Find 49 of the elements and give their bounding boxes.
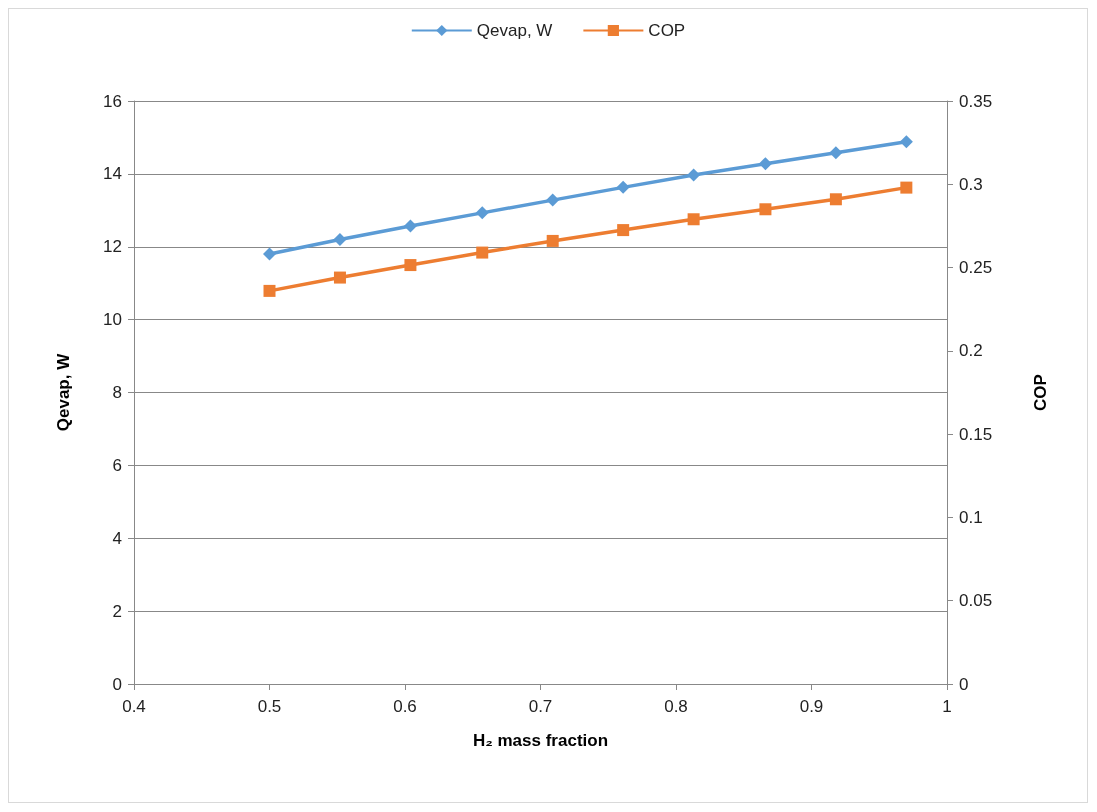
y2-tick-label: 0 xyxy=(959,674,969,694)
y-tick-label: 12 xyxy=(103,237,122,257)
y2-tick-label: 0.15 xyxy=(959,424,993,444)
point xyxy=(900,181,913,194)
y-tick-label: 16 xyxy=(103,91,122,111)
x-tick-label: 0.7 xyxy=(528,697,553,716)
y-tick-label: 10 xyxy=(103,310,122,330)
point xyxy=(617,224,630,237)
y-tick-label: 14 xyxy=(103,164,122,184)
y2-tick-label: 0.35 xyxy=(959,91,993,111)
y2-axis-title: COP xyxy=(1031,374,1050,411)
legend-label: Qevap, W xyxy=(476,21,553,40)
y-tick-label: 0 xyxy=(112,674,122,694)
legend-label: COP xyxy=(648,21,686,40)
point xyxy=(899,135,913,149)
y2-tick-label: 0.1 xyxy=(959,507,983,527)
x-tick-label: 0.8 xyxy=(664,697,688,716)
point xyxy=(687,168,701,182)
point xyxy=(403,219,417,233)
point xyxy=(263,247,276,261)
point xyxy=(333,232,347,246)
x-tick-label: 0.9 xyxy=(799,697,824,716)
point xyxy=(546,234,559,247)
y2-tick-label: 0.2 xyxy=(959,341,983,361)
x-tick-label: 0.5 xyxy=(257,697,282,716)
point xyxy=(476,246,489,259)
point xyxy=(546,193,560,207)
point xyxy=(829,193,842,206)
x-axis-title: H₂ mass fraction xyxy=(472,731,609,750)
point xyxy=(829,146,843,160)
x-tick-label: 0.6 xyxy=(393,697,417,716)
y-tick-label: 8 xyxy=(112,383,122,402)
x-tick-label: 0.4 xyxy=(122,697,146,716)
y-tick-label: 6 xyxy=(112,455,122,475)
point xyxy=(263,284,276,297)
point xyxy=(404,259,417,272)
y-axis-title: Qevap, W xyxy=(54,352,73,432)
y2-tick-label: 0.25 xyxy=(959,258,993,278)
point xyxy=(333,271,346,284)
point xyxy=(687,213,700,226)
y2-tick-label: 0.05 xyxy=(959,591,993,611)
x-tick-label: 1 xyxy=(942,697,952,716)
point xyxy=(616,180,630,194)
point xyxy=(759,203,772,216)
point xyxy=(758,157,772,171)
y-tick-label: 2 xyxy=(112,601,122,621)
point xyxy=(475,206,489,220)
y-tick-label: 4 xyxy=(112,528,122,548)
y2-tick-label: 0.3 xyxy=(959,174,983,194)
